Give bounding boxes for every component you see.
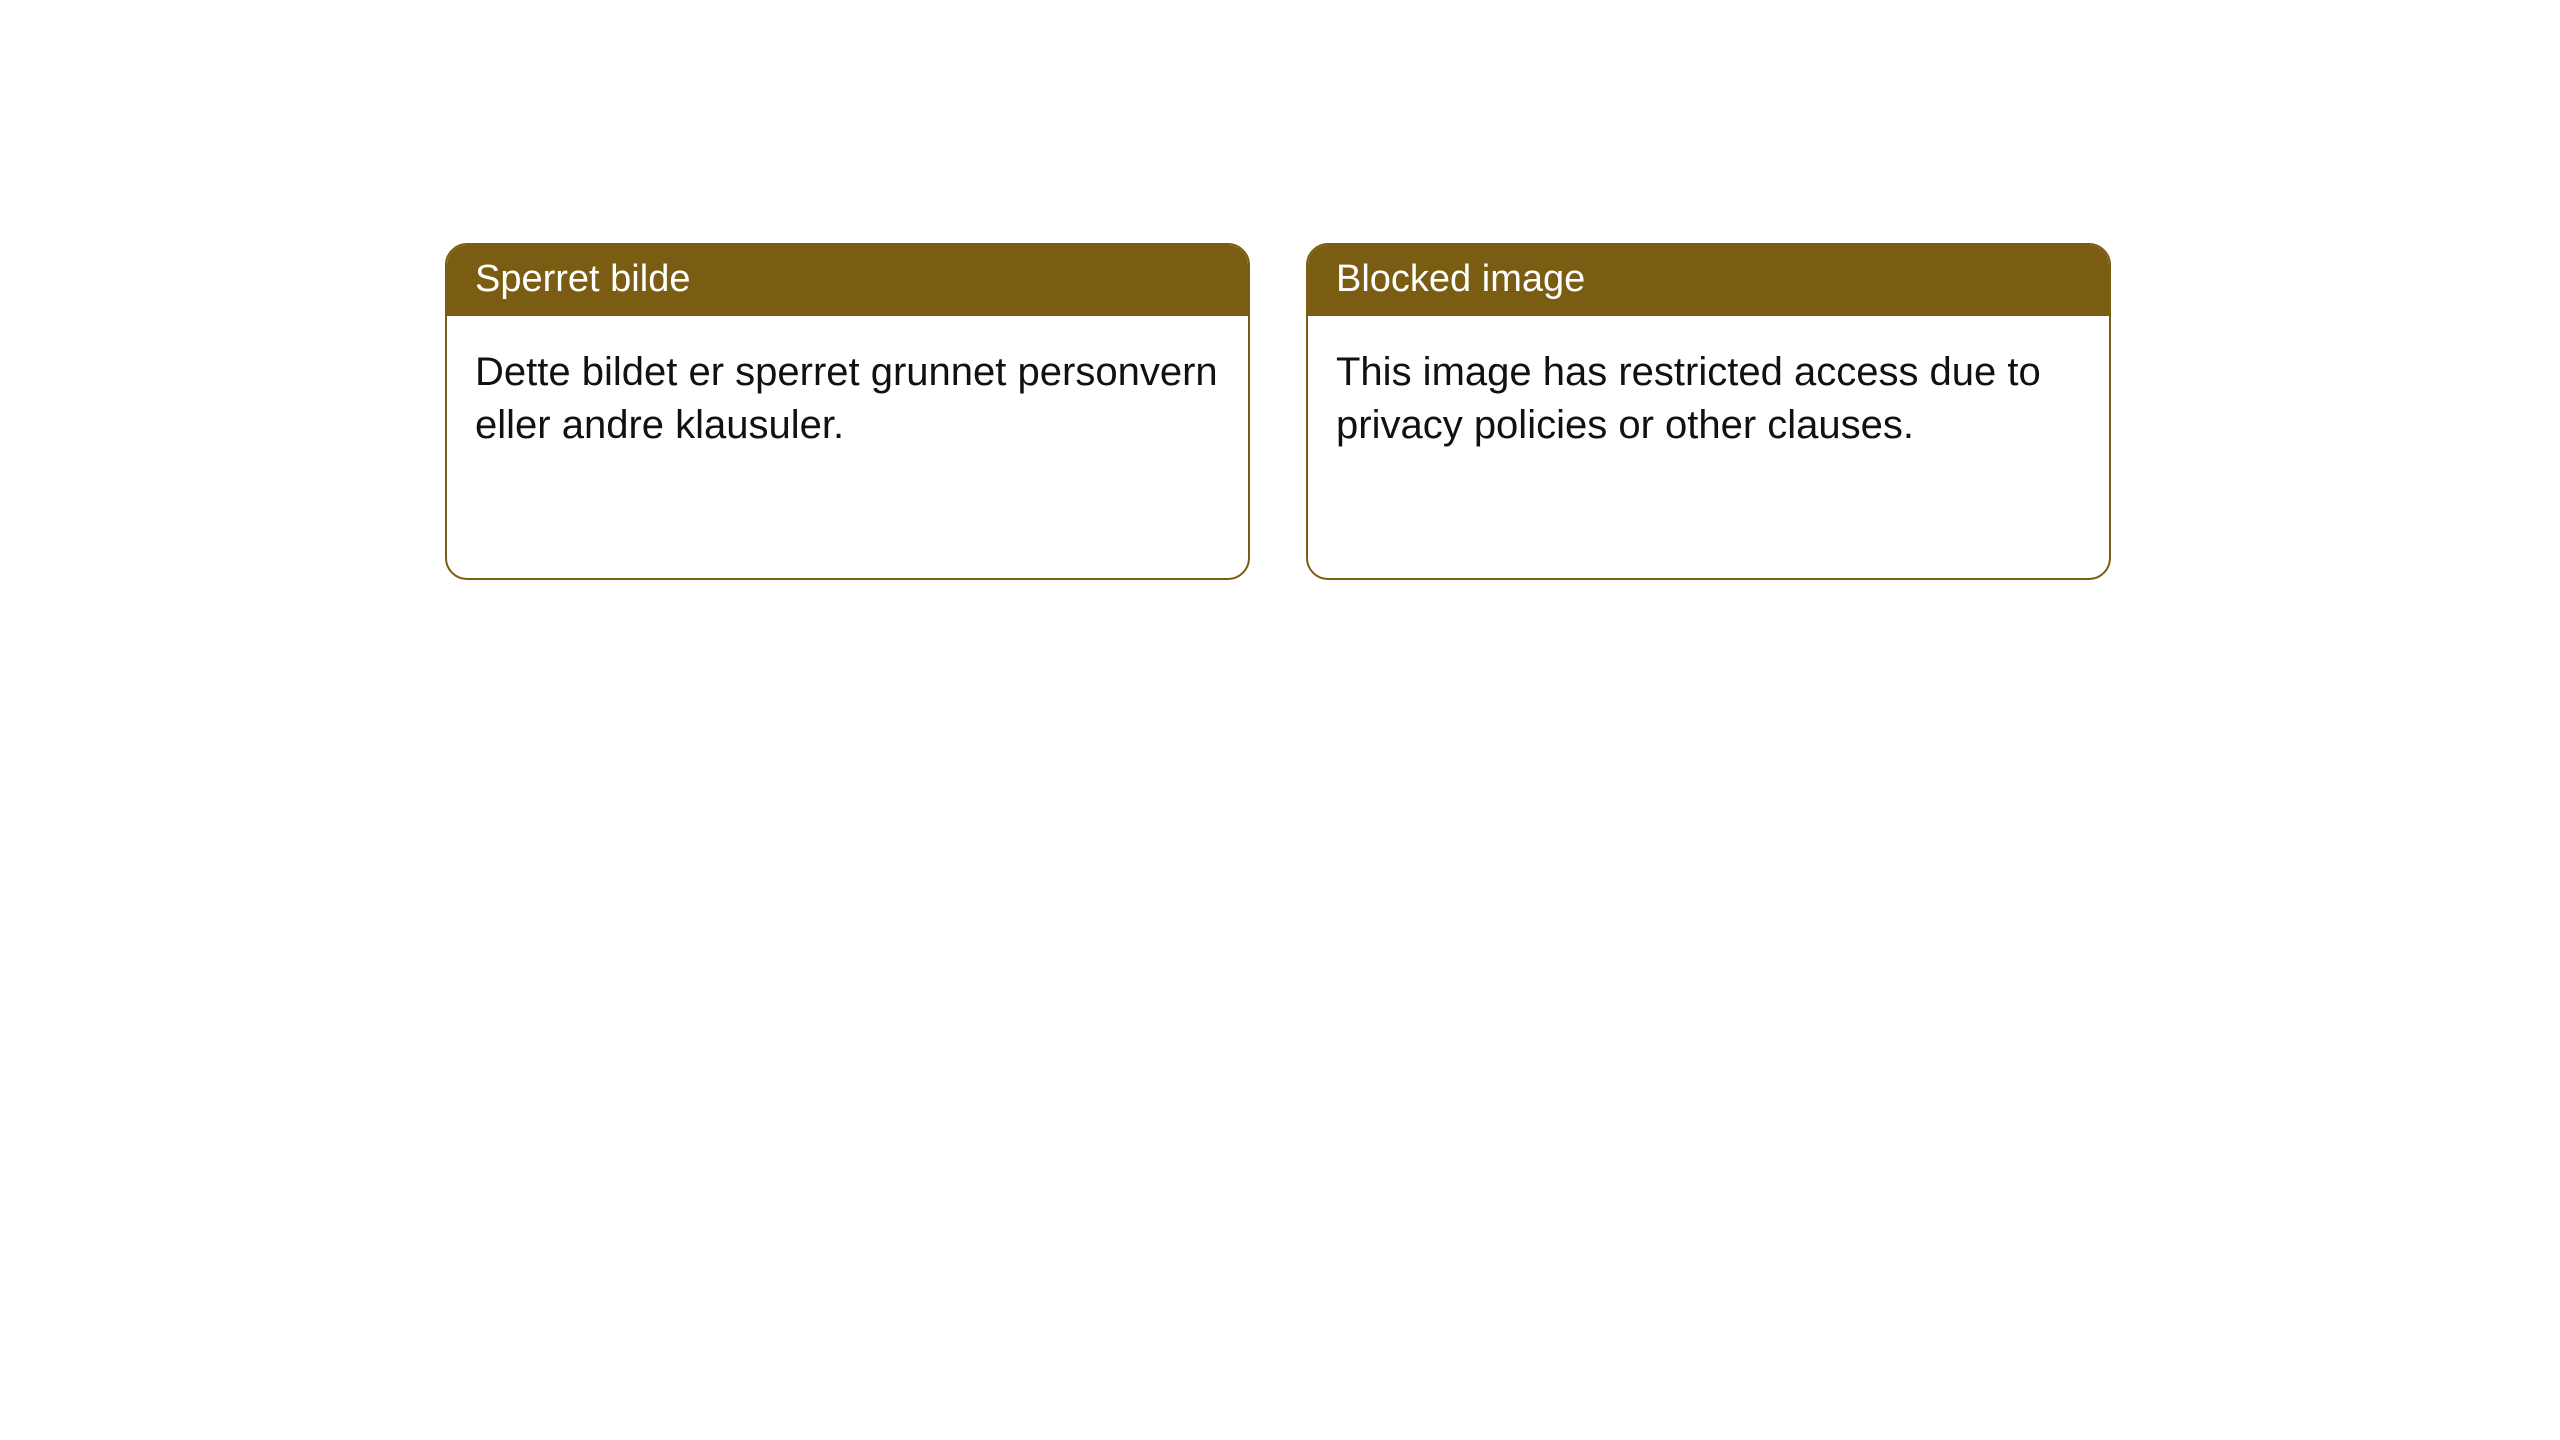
notice-header: Sperret bilde [447, 245, 1248, 316]
notice-container: Sperret bilde Dette bildet er sperret gr… [0, 0, 2560, 580]
notice-header: Blocked image [1308, 245, 2109, 316]
notice-card-english: Blocked image This image has restricted … [1306, 243, 2111, 580]
notice-body: Dette bildet er sperret grunnet personve… [447, 316, 1248, 482]
notice-body: This image has restricted access due to … [1308, 316, 2109, 482]
notice-card-norwegian: Sperret bilde Dette bildet er sperret gr… [445, 243, 1250, 580]
